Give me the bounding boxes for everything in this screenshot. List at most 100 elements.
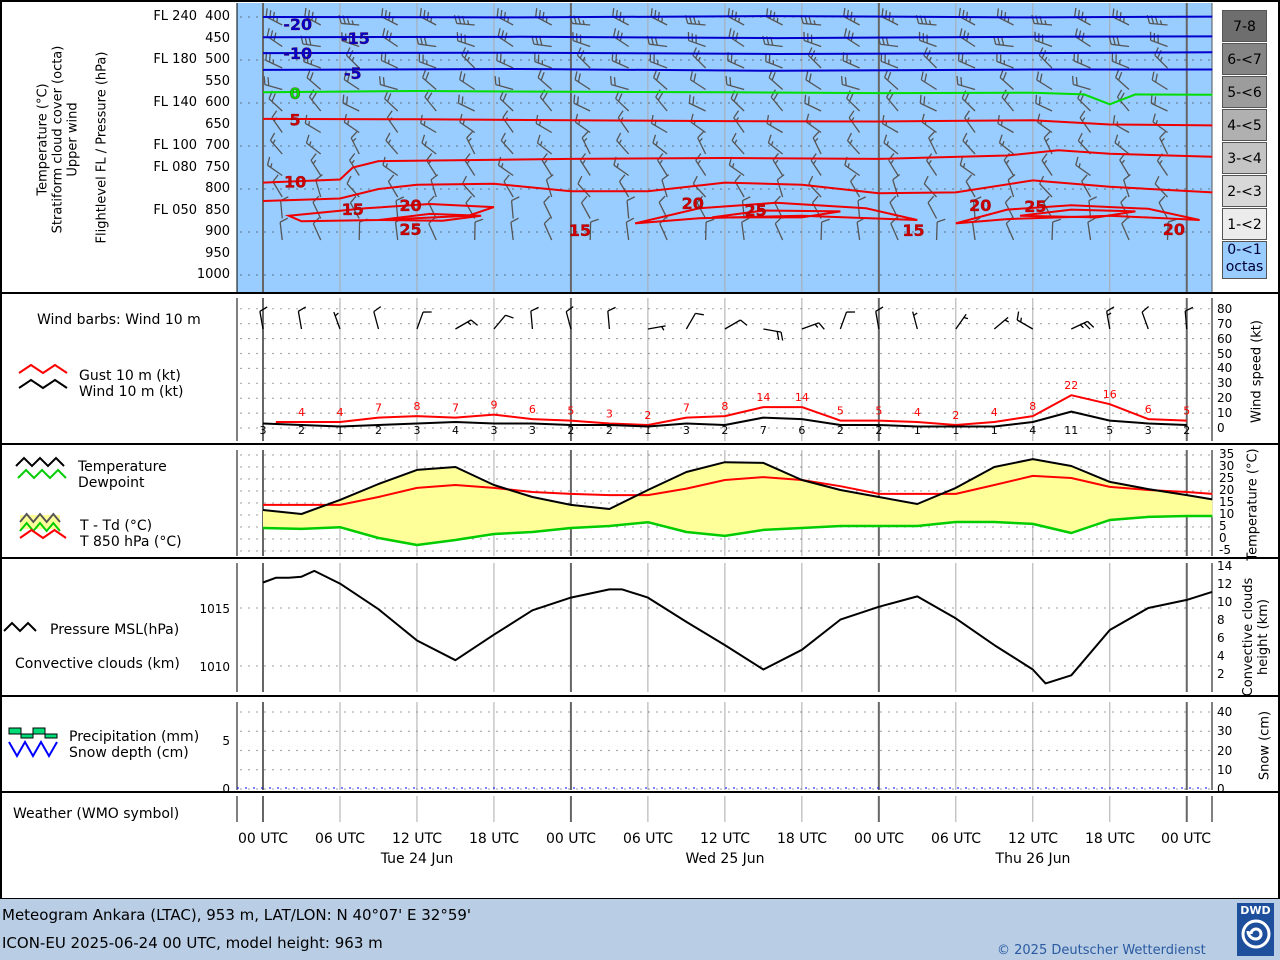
grid-dot: [1112, 538, 1114, 540]
barb-feather: [1152, 113, 1156, 123]
grid-dot: [312, 188, 314, 190]
grid-dot: [672, 231, 674, 233]
grid-dot: [272, 749, 274, 752]
barb-staff: [856, 222, 861, 241]
barb-feather: [960, 77, 963, 86]
grid-dot: [680, 788, 682, 790]
grid-dot: [1144, 382, 1146, 384]
grid-dot: [904, 665, 906, 667]
barb-staff: [533, 43, 552, 48]
grid-dot: [1192, 490, 1194, 492]
grid-dot: [720, 382, 722, 384]
upper-wind-barb: [536, 134, 553, 155]
grid-dot: [312, 538, 314, 540]
grid-dot: [416, 788, 418, 790]
barb-staff: [927, 202, 938, 219]
grid-dot: [448, 427, 450, 429]
grid-dot: [1032, 427, 1034, 429]
barb-feather: [889, 195, 897, 203]
grid-dot: [496, 538, 498, 540]
grid-dot: [864, 427, 866, 429]
grid-dot: [1208, 454, 1210, 456]
grid-dot: [760, 454, 762, 456]
grid-dot: [456, 607, 458, 609]
grid-dot: [1208, 478, 1210, 480]
grid-dot: [472, 550, 474, 552]
grid-dot: [1024, 397, 1026, 399]
grid-dot: [352, 412, 354, 414]
barb-feather: [695, 153, 702, 161]
grid-dot: [880, 550, 882, 552]
barb-feather: [426, 11, 430, 21]
grid-dot: [1040, 352, 1042, 355]
barb-feather: [576, 47, 582, 56]
grid-dot: [704, 102, 706, 104]
grid-dot: [488, 550, 490, 552]
grid-dot: [1000, 367, 1002, 369]
grid-dot: [240, 788, 242, 790]
grid-dot: [392, 427, 394, 429]
grid-dot: [344, 466, 346, 468]
grid-dot: [1016, 607, 1018, 609]
barb-feather: [735, 32, 739, 42]
upper-wind-barb: [1035, 94, 1053, 112]
grid-dot: [1192, 397, 1194, 399]
grid-dot: [1184, 538, 1186, 540]
grid-dot: [1112, 478, 1114, 480]
grid-dot: [304, 397, 306, 399]
grid-dot: [1120, 788, 1122, 790]
grid-dot: [688, 665, 690, 667]
barb-feather: [345, 47, 351, 56]
grid-dot: [880, 412, 882, 414]
grid-dot: [864, 352, 866, 355]
barb-feather: [539, 36, 543, 46]
grid-dot: [448, 274, 450, 276]
barb-half-feather: [308, 121, 311, 126]
grid-dot: [1072, 367, 1074, 369]
grid-dot: [1168, 145, 1170, 147]
barb-half-feather: [543, 159, 548, 165]
grid-dot: [1072, 382, 1074, 384]
grid-dot: [408, 102, 410, 104]
grid-dot: [920, 788, 922, 790]
barb-feather: [498, 77, 501, 86]
grid-dot: [672, 145, 674, 147]
grid-dot: [1168, 397, 1170, 399]
barb-staff: [534, 61, 552, 69]
grid-dot: [256, 454, 258, 456]
grid-dot: [600, 59, 602, 61]
grid-dot: [592, 231, 594, 233]
grid-dot: [256, 526, 258, 528]
isotherm-label: 15: [342, 200, 364, 219]
grid-dot: [872, 145, 874, 147]
grid-dot: [336, 749, 338, 752]
grid-dot: [1120, 188, 1122, 190]
grid-dot: [360, 397, 362, 399]
barb-feather: [581, 131, 589, 139]
grid-dot: [800, 382, 802, 384]
grid-dot: [928, 769, 930, 771]
grid-dot: [520, 323, 522, 325]
grid-dot: [600, 367, 602, 369]
grid-dot: [1056, 412, 1058, 414]
grid-dot: [640, 412, 642, 414]
grid-dot: [1152, 454, 1154, 456]
grid-dot: [1136, 665, 1138, 667]
upper-wind-barb: [466, 131, 476, 155]
grid-dot: [680, 188, 682, 190]
grid-dot: [536, 466, 538, 468]
grid-dot: [608, 274, 610, 276]
upper-wind-barb: [1007, 174, 1016, 198]
grid-dot: [920, 607, 922, 609]
grid-dot: [328, 454, 330, 456]
upper-wind-barb: [626, 196, 636, 219]
barb-staff: [304, 122, 322, 134]
grid-dot: [1064, 427, 1066, 429]
grid-dot: [1120, 526, 1122, 528]
grid-dot: [1200, 59, 1202, 61]
barb-feather: [461, 96, 464, 105]
grid-dot: [256, 502, 258, 504]
gust-line: [275, 394, 1187, 426]
grid-dot: [576, 352, 578, 355]
grid-dot: [448, 412, 450, 414]
